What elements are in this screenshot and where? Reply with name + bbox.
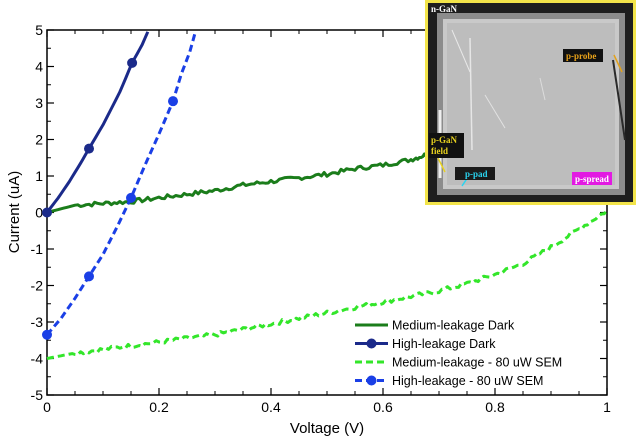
- legend-label: High-leakage - 80 uW SEM: [392, 374, 543, 388]
- inset-label-p-spread: p-spread: [575, 174, 609, 184]
- series-marker-3: [42, 329, 52, 340]
- y-tick-label: 5: [35, 22, 43, 38]
- inset-label-p-gan-field: p-GaN field: [431, 135, 458, 156]
- series-marker-3: [168, 96, 178, 107]
- series-marker-3: [126, 192, 136, 203]
- legend-marker: [366, 375, 377, 386]
- legend-label: Medium-leakage Dark: [392, 319, 515, 333]
- inset-label-p-probe: p-probe: [566, 51, 596, 61]
- legend: Medium-leakage Dark High-leakage Dark Medi…: [355, 319, 562, 388]
- y-tick-label: 0: [35, 205, 43, 221]
- series-marker-1: [42, 207, 52, 218]
- x-axis-label: Voltage (V): [290, 420, 364, 437]
- series-lines: [42, 31, 609, 360]
- legend-label: High-leakage Dark: [392, 337, 496, 351]
- y-tick-label: 4: [35, 59, 43, 75]
- y-tick-label: -3: [31, 314, 44, 330]
- legend-label: Medium-leakage - 80 uW SEM: [392, 356, 562, 370]
- x-tick-label: 0: [43, 399, 51, 415]
- y-axis-label: Current (uA): [6, 171, 23, 254]
- inset-sem-image: n-GaN p-probe p-GaN field p-pad p-spread: [425, 0, 636, 205]
- y-tick-label: -1: [31, 241, 44, 257]
- series-line-2: [46, 209, 609, 360]
- series-marker-3: [84, 271, 94, 282]
- y-tick-label: -2: [31, 278, 44, 294]
- series-line-1: [45, 31, 150, 214]
- x-tick-label: 1: [603, 399, 611, 415]
- legend-marker: [366, 338, 377, 349]
- series-marker-1: [84, 143, 94, 154]
- inset-label-p-pad: p-pad: [465, 169, 488, 179]
- series-line-0: [46, 152, 429, 214]
- y-tick-label: -5: [31, 387, 44, 403]
- y-tick-label: 2: [35, 132, 43, 148]
- x-tick-label: 0.6: [373, 399, 393, 415]
- y-tick-label: 3: [35, 95, 43, 111]
- inset-label-n-gan: n-GaN: [431, 4, 458, 14]
- x-tick-label: 0.2: [149, 399, 169, 415]
- series-marker-1: [127, 57, 138, 68]
- y-tick-label: -4: [31, 351, 44, 367]
- x-tick-label: 0.4: [261, 399, 281, 415]
- series-line-3: [45, 31, 197, 336]
- x-tick-label: 0.8: [485, 399, 505, 415]
- y-tick-label: 1: [35, 168, 43, 184]
